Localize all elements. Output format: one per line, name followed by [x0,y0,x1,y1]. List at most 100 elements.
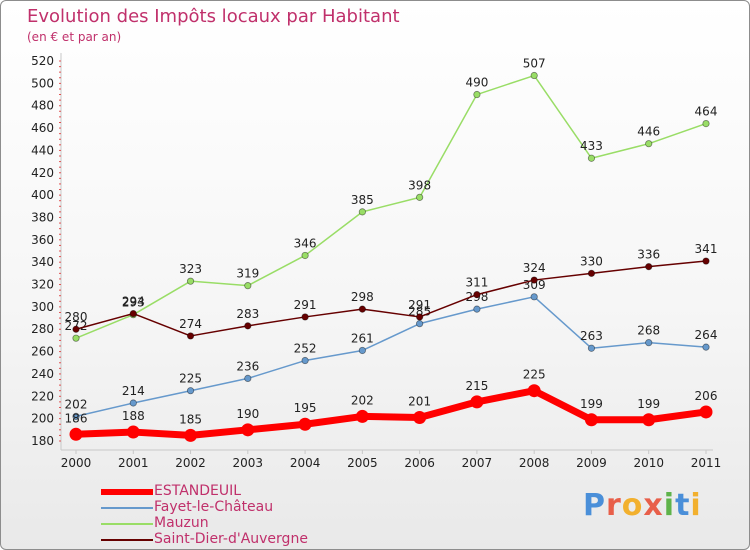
y-tick-label: 300 [31,300,54,314]
data-point [587,344,596,352]
data-point [413,411,427,425]
data-point [126,425,140,439]
y-tick-label: 460 [31,121,54,135]
data-point [642,413,656,427]
x-tick-label: 2000 [61,456,92,470]
data-label: 446 [637,125,660,139]
data-point [358,305,366,313]
data-label: 319 [236,267,259,281]
data-label: 346 [294,236,317,250]
data-point [186,277,195,285]
y-tick-label: 200 [31,412,54,426]
x-tick-label: 2011 [691,456,722,470]
legend-label: Fayet-le-Château [154,499,274,515]
data-label: 490 [465,76,488,90]
data-point [241,423,255,437]
data-label: 291 [294,298,317,312]
data-point [416,193,424,201]
data-point [416,313,424,321]
data-label: 190 [236,407,259,421]
data-label: 293 [122,296,145,310]
data-point [184,428,198,442]
data-label: 311 [465,276,488,290]
data-point [301,356,309,365]
data-point [702,257,710,265]
data-point [645,140,653,148]
x-tick-label: 2008 [519,456,550,470]
data-label: 280 [65,310,88,324]
data-point [530,71,538,80]
data-label: 188 [122,409,145,423]
data-label: 324 [523,261,546,275]
data-point [645,339,653,347]
data-label: 323 [179,262,202,276]
data-label: 225 [523,368,546,382]
data-point [530,276,538,284]
data-label: 268 [637,324,660,338]
data-point [358,208,366,216]
data-point [530,293,538,301]
y-tick-label: 440 [31,143,54,157]
data-point [186,332,195,340]
legend-swatch [101,523,153,525]
data-label: 264 [695,328,718,342]
data-label: 225 [179,372,202,386]
y-tick-label: 400 [31,188,54,202]
data-label: 195 [294,401,317,415]
chart-subtitle: (en € et par an) [27,30,122,44]
data-label: 398 [408,178,431,192]
data-point [645,263,653,271]
data-point [358,346,366,355]
data-label: 202 [351,393,374,407]
data-label: 298 [351,290,374,304]
data-label: 206 [695,389,718,403]
data-point [72,334,80,342]
data-point [186,387,195,395]
data-label: 507 [523,57,546,71]
legend-swatch [101,539,153,541]
data-point [702,119,710,128]
x-tick-label: 2001 [118,456,149,470]
data-label: 433 [580,139,603,153]
data-point [69,427,83,441]
x-tick-label: 2005 [347,456,378,470]
data-point [244,322,252,330]
data-point [129,309,137,318]
data-label: 186 [65,411,88,425]
data-point [416,320,424,328]
data-label: 263 [580,329,603,343]
data-label: 283 [236,307,259,321]
data-label: 215 [465,379,488,393]
data-label: 236 [236,359,259,373]
y-tick-label: 500 [31,76,54,90]
x-tick-label: 2004 [290,456,321,470]
y-tick-label: 320 [31,278,54,292]
data-label: 336 [637,248,660,262]
x-tick-label: 2007 [462,456,493,470]
data-point [584,413,598,427]
x-tick-label: 2006 [404,456,435,470]
data-point [470,395,484,409]
legend-swatch [101,507,153,509]
data-label: 330 [580,254,603,268]
data-label: 385 [351,193,374,207]
data-label: 274 [179,317,202,331]
data-point [355,409,369,423]
y-tick-label: 340 [31,255,54,269]
series-line [72,387,710,439]
x-tick-label: 2010 [633,456,664,470]
y-tick-label: 380 [31,210,54,224]
data-point [298,417,312,431]
data-label: 341 [695,242,718,256]
legend-label: Saint-Dier-d'Auvergne [154,531,308,547]
y-tick-label: 220 [31,389,54,403]
y-tick-label: 180 [31,434,54,448]
data-point [473,290,481,299]
data-label: 464 [695,105,718,119]
data-point [301,313,309,321]
data-label: 202 [65,397,88,411]
y-tick-label: 260 [31,345,54,359]
data-point [587,154,596,162]
